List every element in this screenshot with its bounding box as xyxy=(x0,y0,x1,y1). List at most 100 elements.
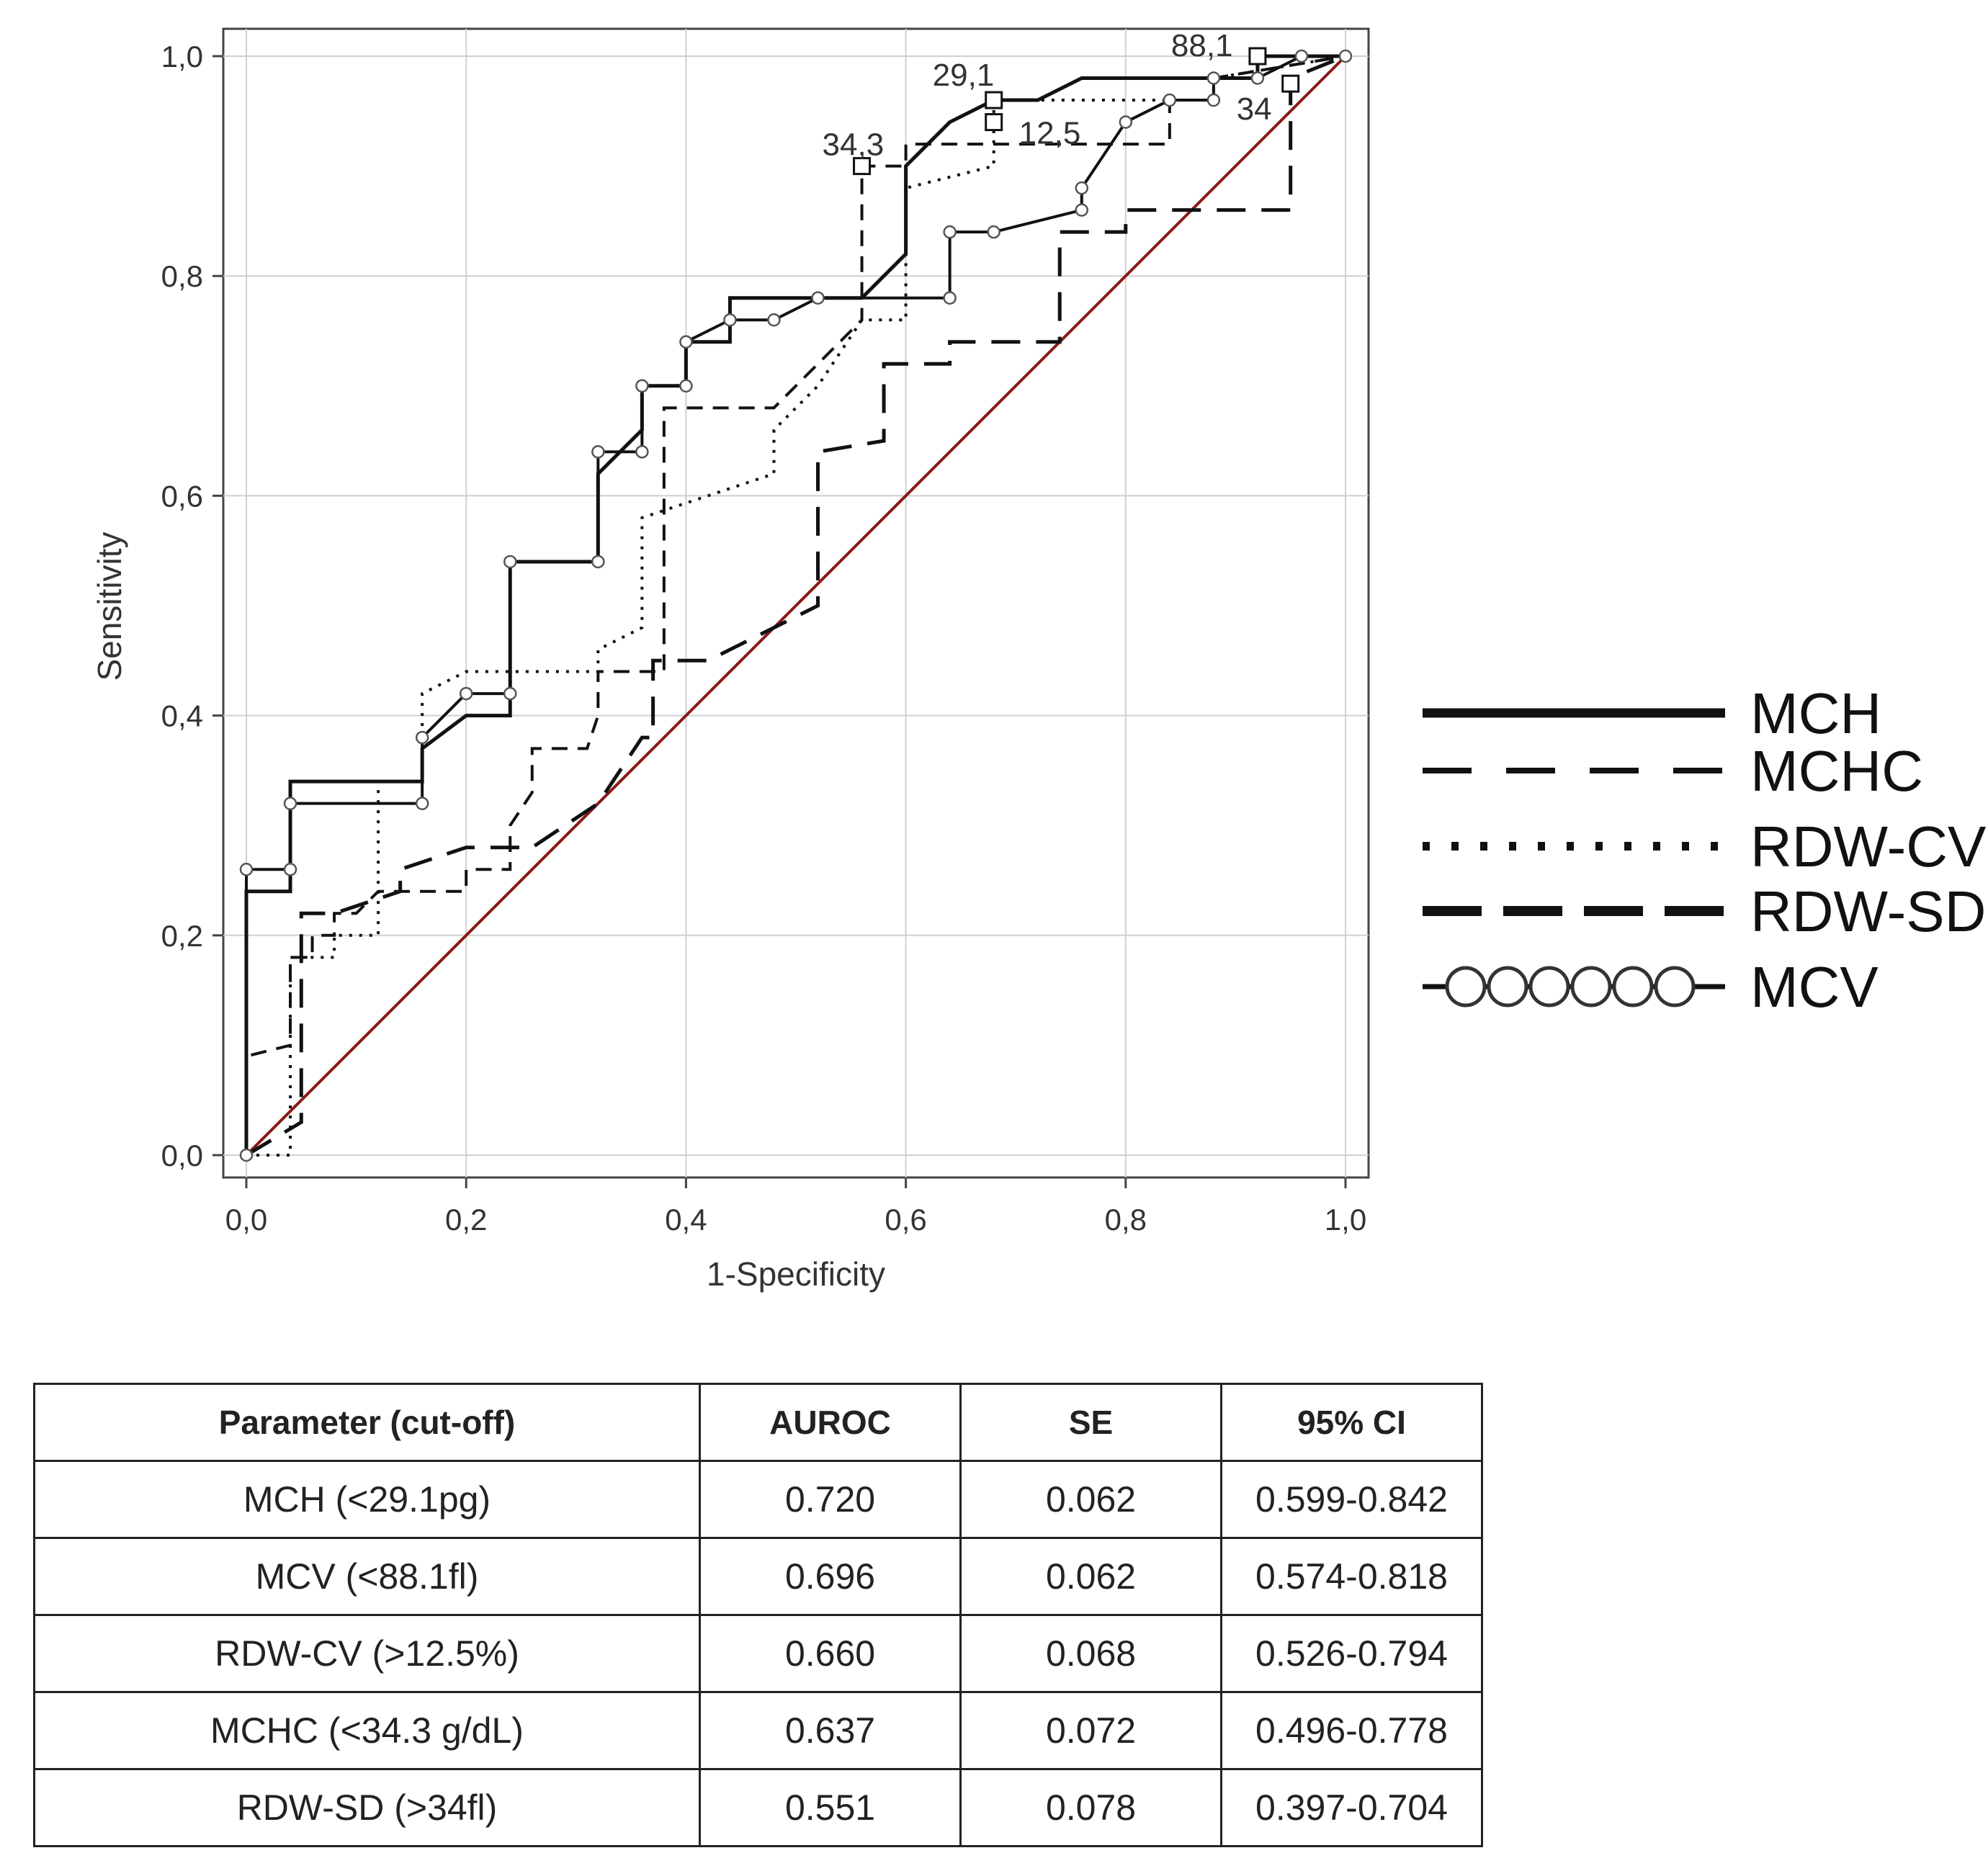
table-header-row: Parameter (cut-off) AUROC SE 95% CI xyxy=(33,1383,1483,1462)
cutoff-label: 34 xyxy=(1237,91,1272,127)
reference-diagonal xyxy=(245,55,1347,1157)
mcv-marker xyxy=(723,313,737,327)
cell-auroc: 0.720 xyxy=(699,1460,962,1539)
plot-frame xyxy=(222,27,1370,1179)
mcv-marker xyxy=(1119,115,1133,129)
y-tick-label: 0,2 xyxy=(161,919,203,953)
cell-auroc: 0.696 xyxy=(699,1537,962,1616)
y-tick-label: 0,4 xyxy=(161,699,203,733)
legend-mcv-marker xyxy=(1528,966,1570,1008)
header-se: SE xyxy=(959,1383,1222,1462)
mcv-marker xyxy=(1206,71,1221,85)
legend-mcv-marker xyxy=(1654,966,1696,1008)
series-group xyxy=(239,49,1353,1162)
roc-chart: 0,0 0,2 0,4 0,6 0,8 1,0 0,0 0,2 0,4 0,6 0,8 1,0 29,… xyxy=(91,27,1987,1293)
mcv-marker xyxy=(591,555,605,569)
cell-parameter: RDW-SD (>34fl) xyxy=(33,1768,701,1847)
cutoff-label: 12,5 xyxy=(1019,116,1081,151)
cell-se: 0.062 xyxy=(959,1537,1222,1616)
cutoff-label: 34,3 xyxy=(823,127,885,163)
mcv-marker xyxy=(591,445,605,459)
mcv-marker xyxy=(943,225,957,239)
mcv-marker xyxy=(415,797,429,810)
y-axis-label: Sensitivity xyxy=(91,531,128,681)
legend-mcv-marker xyxy=(1612,966,1654,1008)
mcv-marker xyxy=(1294,49,1309,63)
cell-se: 0.078 xyxy=(959,1768,1222,1847)
cell-parameter: RDW-CV (>12.5%) xyxy=(33,1614,701,1693)
axis-ticks: 0,0 0,2 0,4 0,6 0,8 1,0 0,0 0,2 0,4 0,6 0,8 1,0 xyxy=(161,40,1367,1237)
y-tick-label: 0,8 xyxy=(161,259,203,293)
cell-parameter: MCHC (<34.3 g/dL) xyxy=(33,1691,701,1770)
x-tick-label: 0,2 xyxy=(445,1203,487,1237)
mcv-marker xyxy=(459,686,473,701)
mcv-marker xyxy=(679,379,693,393)
legend-label-mch: MCH xyxy=(1750,681,1881,745)
cell-parameter: MCV (<88.1fl) xyxy=(33,1537,701,1616)
cutoff-labels: 29,1 12,5 34,3 88,134 xyxy=(823,28,1300,176)
header-auroc: AUROC xyxy=(699,1383,962,1462)
legend-mcv-marker xyxy=(1487,966,1528,1008)
cutoff-marker xyxy=(985,91,1003,109)
series-mcv-line xyxy=(245,55,1346,1155)
auroc-table: Parameter (cut-off) AUROC SE 95% CI MCH … xyxy=(33,1383,1483,1847)
cell-parameter: MCH (<29.1pg) xyxy=(33,1460,701,1539)
mcv-marker xyxy=(679,335,693,349)
table-row: RDW-CV (>12.5%) 0.660 0.068 0.526-0.794 xyxy=(33,1614,1483,1693)
auroc-table-wrap: Parameter (cut-off) AUROC SE 95% CI MCH … xyxy=(33,1383,1483,1847)
mcv-marker xyxy=(239,862,254,876)
cell-ci: 0.397-0.704 xyxy=(1220,1768,1483,1847)
mcv-marker xyxy=(1075,181,1089,195)
legend-label-mcv: MCV xyxy=(1750,955,1879,1019)
mcv-marker xyxy=(283,797,297,810)
cell-auroc: 0.637 xyxy=(699,1691,962,1770)
mcv-marker xyxy=(503,555,517,569)
mcv-marker xyxy=(415,730,429,745)
mcv-marker xyxy=(943,291,957,305)
cell-ci: 0.496-0.778 xyxy=(1220,1691,1483,1770)
y-tick-label: 0,6 xyxy=(161,479,203,513)
mcv-marker xyxy=(635,445,649,459)
mcv-marker xyxy=(1250,71,1265,85)
table-row: RDW-SD (>34fl) 0.551 0.078 0.397-0.704 xyxy=(33,1768,1483,1847)
cutoff-label: 29,1 xyxy=(933,58,995,93)
x-tick-label: 0,0 xyxy=(225,1203,267,1237)
mcv-marker xyxy=(987,225,1000,239)
table-row: MCH (<29.1pg) 0.720 0.062 0.599-0.842 xyxy=(33,1460,1483,1539)
mcv-marker xyxy=(811,291,825,305)
header-ci: 95% CI xyxy=(1220,1383,1483,1462)
mcv-marker xyxy=(1338,49,1353,63)
mcv-marker xyxy=(239,1148,254,1162)
mcv-marker xyxy=(1075,203,1089,217)
table-row: MCV (<88.1fl) 0.696 0.062 0.574-0.818 xyxy=(33,1537,1483,1616)
x-axis-label: 1-Specificity xyxy=(707,1255,885,1293)
legend-mcv-marker xyxy=(1445,966,1487,1008)
x-tick-label: 0,4 xyxy=(665,1203,707,1237)
cutoff-marker xyxy=(1248,47,1267,66)
cutoff-label: 88,1 xyxy=(1171,28,1233,63)
legend-label-rdw-cv: RDW-CV xyxy=(1750,815,1987,879)
cell-se: 0.068 xyxy=(959,1614,1222,1693)
header-parameter: Parameter (cut-off) xyxy=(33,1383,701,1462)
cell-ci: 0.599-0.842 xyxy=(1220,1460,1483,1539)
x-tick-label: 0,8 xyxy=(1105,1203,1147,1237)
table-row: MCHC (<34.3 g/dL) 0.637 0.072 0.496-0.77… xyxy=(33,1691,1483,1770)
y-tick-label: 1,0 xyxy=(161,40,203,73)
cell-auroc: 0.660 xyxy=(699,1614,962,1693)
legend-label-rdw-sd: RDW-SD xyxy=(1750,879,1986,943)
series-rdw-sd-line xyxy=(245,54,1346,1157)
legend-label-mchc: MCHC xyxy=(1750,739,1923,803)
cutoff-marker xyxy=(985,113,1003,132)
series-mchc-line xyxy=(245,55,1346,1155)
cell-se: 0.062 xyxy=(959,1460,1222,1539)
mcv-marker xyxy=(767,313,781,327)
series-rdw-cv-line xyxy=(246,55,1346,1157)
cell-ci: 0.574-0.818 xyxy=(1220,1537,1483,1616)
cutoff-marker xyxy=(1281,74,1300,93)
cutoff-marker xyxy=(853,157,872,176)
cell-auroc: 0.551 xyxy=(699,1768,962,1847)
legend-mcv-marker xyxy=(1570,966,1612,1008)
mcv-marker xyxy=(1163,93,1177,107)
y-tick-label: 0,0 xyxy=(161,1139,203,1172)
